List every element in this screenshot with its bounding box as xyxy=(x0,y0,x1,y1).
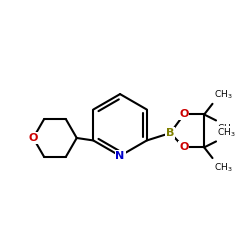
Text: O: O xyxy=(179,142,188,152)
Text: O: O xyxy=(179,110,188,120)
Text: O: O xyxy=(28,133,38,143)
Text: B: B xyxy=(166,128,174,138)
Text: CH$_3$: CH$_3$ xyxy=(217,127,236,140)
Text: CH$_3$: CH$_3$ xyxy=(217,122,236,135)
Text: N: N xyxy=(116,151,125,161)
Text: CH$_3$: CH$_3$ xyxy=(214,88,232,101)
Text: CH$_3$: CH$_3$ xyxy=(214,161,232,173)
